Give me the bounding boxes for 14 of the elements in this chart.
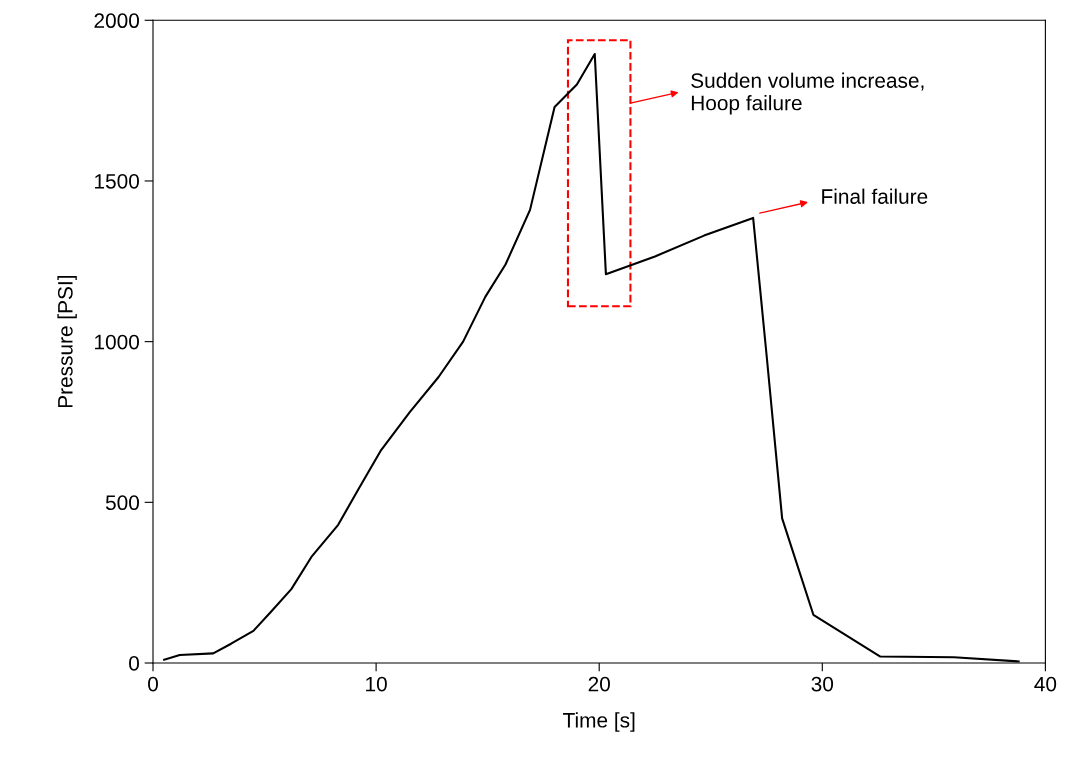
x-tick-label: 30 [811, 676, 834, 692]
annotation: Final failure [822, 188, 928, 204]
x-tick-label: 40 [1034, 676, 1057, 692]
y-tick-label: 1500 [95, 173, 140, 189]
y-axis-title: Pressure [PSI] [57, 275, 77, 408]
x-tick-label: 20 [588, 676, 610, 692]
y-tick-label: 0 [129, 656, 139, 671]
y-tick-label: 2000 [94, 13, 140, 29]
x-axis-title: Time [s] [563, 712, 635, 732]
annotation: Sudden volume increase, Hoop failure [691, 72, 924, 115]
x-tick-label: 10 [366, 676, 387, 692]
y-tick-label: 500 [105, 495, 139, 511]
x-tick-label: 0 [148, 676, 158, 692]
y-tick-label: 1000 [95, 334, 140, 350]
